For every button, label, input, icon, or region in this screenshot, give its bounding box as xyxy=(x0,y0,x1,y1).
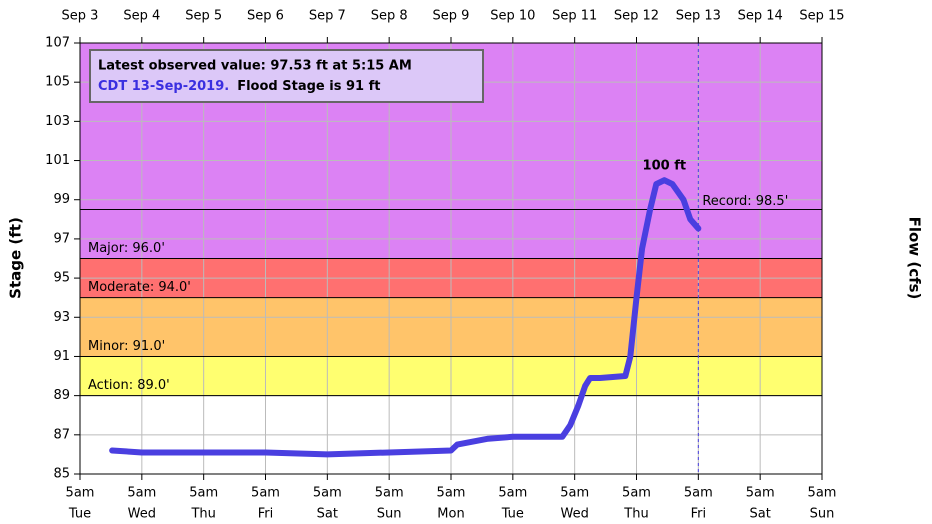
info-flood-stage: Flood Stage is 91 ft xyxy=(237,79,380,94)
y-tick-label: 95 xyxy=(53,271,70,286)
info-date: CDT 13-Sep-2019. xyxy=(98,79,229,94)
x-day-label: Fri xyxy=(258,507,274,522)
x-tick-label: 5am xyxy=(498,486,527,501)
top-date-label: Sep 12 xyxy=(614,9,659,24)
record-label: Record: 98.5' xyxy=(702,194,788,209)
y-tick-label: 101 xyxy=(45,153,70,168)
x-day-label: Wed xyxy=(128,507,156,522)
x-day-label: Sun xyxy=(377,507,402,522)
y-tick-label: 103 xyxy=(45,114,70,129)
top-date-label: Sep 3 xyxy=(62,9,99,24)
top-date-label: Sep 14 xyxy=(738,9,783,24)
series-line xyxy=(109,177,702,458)
x-day-label: Tue xyxy=(68,507,91,522)
y-tick-label: 87 xyxy=(53,427,70,442)
y2-axis-label: Flow (cfs) xyxy=(906,217,924,300)
y-tick-label: 97 xyxy=(53,231,70,246)
y-tick-label: 107 xyxy=(45,36,70,51)
y-tick-label: 93 xyxy=(53,310,70,325)
x-tick-label: 5am xyxy=(313,486,342,501)
y-axis-label: Stage (ft) xyxy=(7,217,25,299)
x-tick-label: 5am xyxy=(684,486,713,501)
flood-label: Major: 96.0' xyxy=(88,241,165,256)
x-day-label: Wed xyxy=(560,507,588,522)
top-date-label: Sep 15 xyxy=(799,9,844,24)
y-tick-label: 105 xyxy=(45,75,70,90)
top-date-label: Sep 6 xyxy=(247,9,284,24)
top-date-label: Sep 10 xyxy=(490,9,535,24)
x-tick-label: 5am xyxy=(622,486,651,501)
x-day-label: Sat xyxy=(317,507,338,522)
top-date-label: Sep 4 xyxy=(123,9,160,24)
x-day-label: Sun xyxy=(810,507,835,522)
y-tick-label: 91 xyxy=(53,349,70,364)
info-line: CDT 13-Sep-2019. Flood Stage is 91 ft xyxy=(98,79,380,94)
y-tick-label: 89 xyxy=(53,388,70,403)
x-tick-label: 5am xyxy=(437,486,466,501)
x-tick-label: 5am xyxy=(746,486,775,501)
x-tick-label: 5am xyxy=(251,486,280,501)
top-date-label: Sep 9 xyxy=(433,9,470,24)
flood-label: Moderate: 94.0' xyxy=(88,280,191,295)
top-date-label: Sep 8 xyxy=(371,9,408,24)
y-tick-label: 99 xyxy=(53,192,70,207)
x-tick-label: 5am xyxy=(127,486,156,501)
y-tick-label: 85 xyxy=(53,467,70,482)
x-tick-label: 5am xyxy=(808,486,837,501)
x-tick-label: 5am xyxy=(560,486,589,501)
top-date-label: Sep 13 xyxy=(676,9,721,24)
x-tick-label: 5am xyxy=(66,486,95,501)
x-day-label: Tue xyxy=(501,507,524,522)
top-date-label: Sep 5 xyxy=(185,9,222,24)
flood-label: Minor: 91.0' xyxy=(88,339,165,354)
x-day-label: Thu xyxy=(623,507,648,522)
x-tick-label: 5am xyxy=(189,486,218,501)
x-day-label: Thu xyxy=(190,507,215,522)
x-tick-label: 5am xyxy=(375,486,404,501)
peak-label: 100 ft xyxy=(643,159,687,174)
info-line: Latest observed value: 97.53 ft at 5:15 … xyxy=(98,59,412,74)
flood-label: Action: 89.0' xyxy=(88,378,170,393)
x-day-label: Sat xyxy=(750,507,771,522)
top-date-label: Sep 11 xyxy=(552,9,597,24)
top-date-label: Sep 7 xyxy=(309,9,346,24)
x-day-label: Mon xyxy=(437,507,464,522)
x-day-label: Fri xyxy=(691,507,707,522)
info-box xyxy=(89,49,484,103)
plot-frame xyxy=(79,42,823,475)
